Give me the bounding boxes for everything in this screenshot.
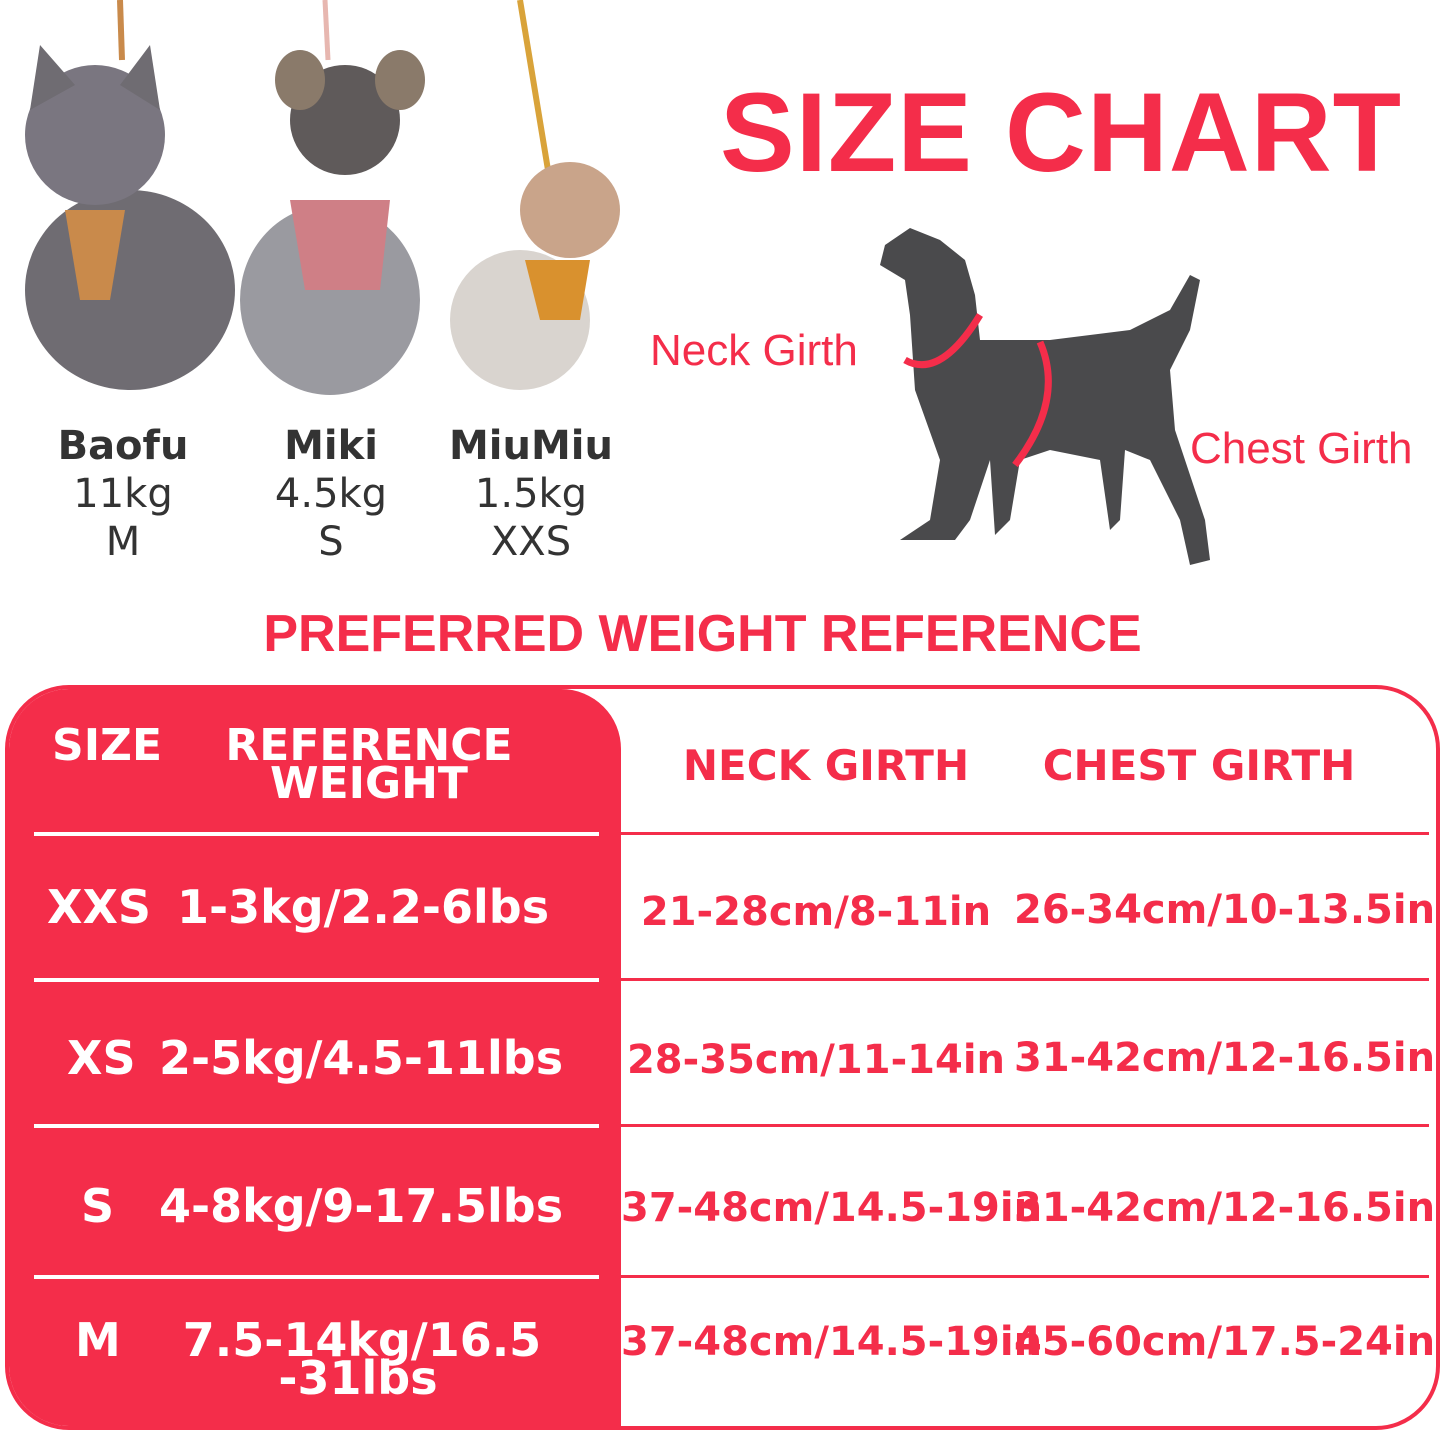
- header-neck-girth: NECK GIRTH: [682, 741, 970, 790]
- row-m-weight-line1: 7.5-14kg/16.5: [182, 1313, 542, 1367]
- dog-miki: [240, 50, 425, 395]
- dog-weight: 11kg: [73, 471, 173, 517]
- row-m-neck: 37-48cm/14.5-19in: [621, 1319, 1043, 1365]
- divider: [621, 1124, 1429, 1127]
- dog-size: S: [318, 519, 344, 565]
- chest-girth-label: Chest Girth: [1190, 424, 1413, 473]
- row-xs-size: XS: [67, 1031, 136, 1085]
- header-weight-line1: REFERENCE: [225, 720, 513, 771]
- row-xxs-chest: 26-34cm/10-13.5in: [1014, 887, 1436, 933]
- divider: [621, 1275, 1429, 1278]
- section-subtitle: PREFERRED WEIGHT REFERENCE: [263, 605, 1142, 663]
- row-xs-neck: 28-35cm/11-14in: [626, 1037, 1006, 1083]
- row-xxs-weight: 1-3kg/2.2-6lbs: [177, 880, 550, 934]
- header-chest-girth: CHEST GIRTH: [1042, 741, 1356, 790]
- row-s-weight: 4-8kg/9-17.5lbs: [159, 1179, 564, 1233]
- divider: [621, 832, 1429, 835]
- row-s-neck: 37-48cm/14.5-19in: [621, 1185, 1043, 1231]
- dog-caption-miumiu: MiuMiu 1.5kg XXS: [421, 422, 641, 566]
- row-xs-chest: 31-42cm/12-16.5in: [1014, 1035, 1436, 1081]
- leash: [117, 0, 125, 61]
- dog-baofu: [25, 45, 235, 390]
- neck-girth-label: Neck Girth: [650, 326, 858, 375]
- header-size: SIZE: [52, 720, 163, 771]
- divider: [34, 832, 599, 836]
- row-m-weight-line2: -31lbs: [278, 1351, 438, 1405]
- dog-name: Miki: [284, 423, 378, 469]
- row-xxs-size: XXS: [47, 880, 152, 934]
- dog-weight: 1.5kg: [474, 471, 588, 517]
- header-weight-line2: WEIGHT: [270, 758, 468, 809]
- dog-size: M: [105, 519, 141, 565]
- row-m-size: M: [75, 1313, 121, 1367]
- leash: [322, 0, 331, 61]
- dog-name: Baofu: [57, 423, 189, 469]
- header-weight: REFERENCE WEIGHT: [214, 720, 524, 809]
- dog-size: XXS: [490, 519, 572, 565]
- divider: [34, 978, 599, 982]
- divider: [621, 978, 1429, 981]
- divider: [34, 1275, 599, 1279]
- divider: [34, 1124, 599, 1128]
- row-s-chest: 31-42cm/12-16.5in: [1014, 1185, 1436, 1231]
- row-xs-weight: 2-5kg/4.5-11lbs: [159, 1031, 564, 1085]
- row-m-weight: 7.5-14kg/16.5 -31lbs: [177, 1317, 547, 1401]
- size-weight-panel: [9, 689, 621, 1426]
- dog-miumiu: [450, 162, 620, 390]
- dog-name: MiuMiu: [449, 423, 613, 469]
- row-s-size: S: [81, 1179, 115, 1233]
- page-title: SIZE CHART: [720, 70, 1402, 195]
- dog-weight: 4.5kg: [274, 471, 388, 517]
- dog-caption-miki: Miki 4.5kg S: [221, 422, 441, 566]
- dog-caption-baofu: Baofu 11kg M: [13, 422, 233, 566]
- leash: [517, 0, 551, 171]
- dogs-photo: [25, 0, 620, 395]
- row-m-chest: 45-60cm/17.5-24in: [1014, 1319, 1436, 1365]
- row-xxs-neck: 21-28cm/8-11in: [640, 889, 992, 935]
- dog-silhouette-icon: [880, 228, 1210, 565]
- size-table: SIZE REFERENCE WEIGHT NECK GIRTH CHEST G…: [5, 685, 1440, 1430]
